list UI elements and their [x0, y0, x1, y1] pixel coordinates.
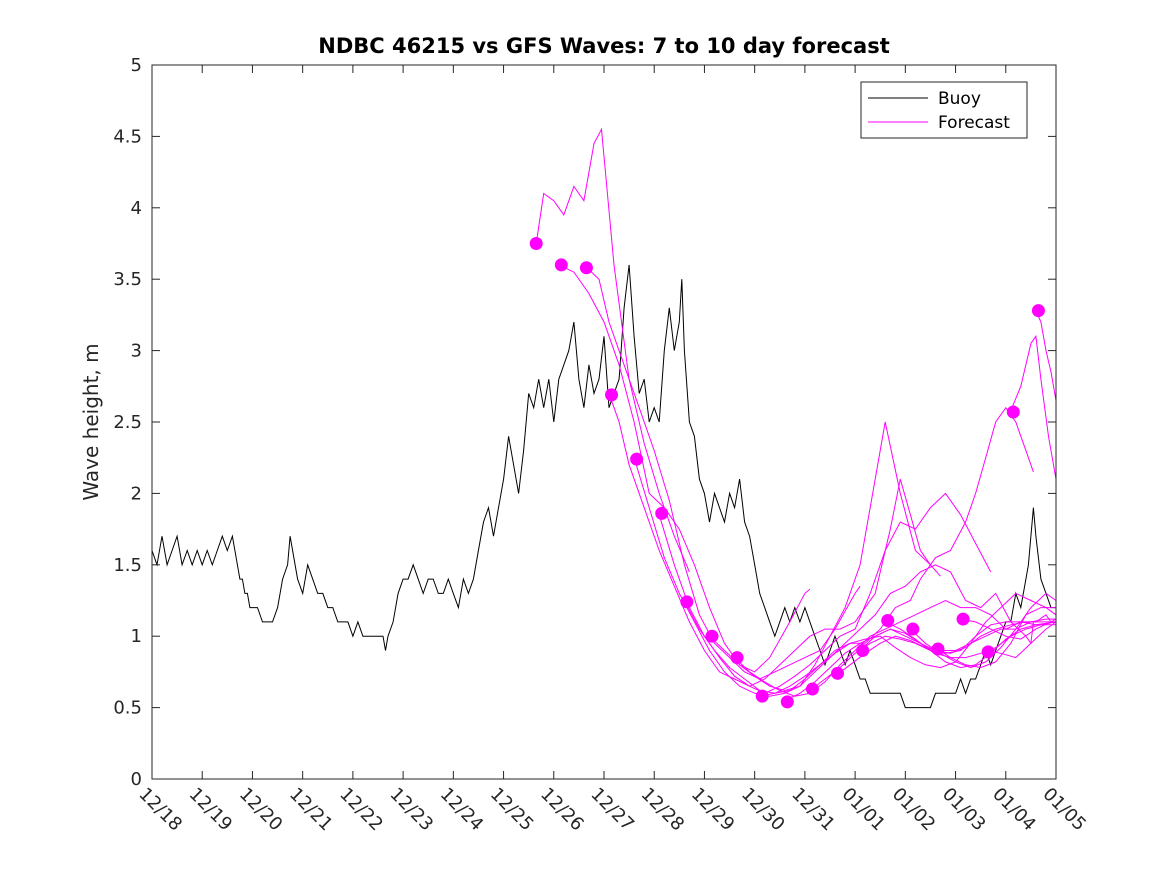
forecast-start-marker: [655, 506, 669, 520]
y-tick-label: 1: [131, 626, 142, 647]
forecast-start-marker: [856, 643, 870, 657]
y-tick-label: 2.5: [113, 412, 142, 433]
forecast-line-1: [535, 127, 690, 573]
forecast-line-10: [759, 592, 1056, 697]
x-tick-label: 12/23: [386, 784, 438, 836]
forecast-start-marker: [981, 645, 995, 659]
forecast-line-18: [960, 618, 1056, 640]
y-axis-label: Wave height, m: [79, 343, 103, 500]
forecast-line-4: [608, 393, 931, 687]
x-tick-label: 12/31: [787, 784, 839, 836]
forecast-start-marker: [529, 237, 543, 250]
forecast-line-5: [633, 421, 941, 697]
forecast-line-17: [935, 607, 1056, 669]
forecast-line-14: [859, 621, 1056, 659]
forecast-line-19: [985, 621, 1056, 659]
forecast-start-marker: [579, 261, 593, 275]
x-tick-label: 01/02: [888, 784, 940, 836]
forecast-start-marker: [906, 622, 920, 636]
y-tick-label: 4.5: [113, 126, 142, 147]
x-tick-label: 12/29: [687, 784, 739, 836]
chart-title: NDBC 46215 vs GFS Waves: 7 to 10 day for…: [318, 34, 889, 58]
forecast-start-marker: [554, 258, 568, 272]
y-tick-label: 0.5: [113, 698, 142, 719]
x-tick-label: 01/01: [838, 784, 890, 836]
x-tick-label: 12/22: [335, 784, 387, 836]
forecast-start-marker: [780, 695, 794, 709]
forecast-line-8: [709, 564, 1034, 692]
buoy-line: [152, 264, 1056, 709]
y-tick-label: 0: [131, 769, 142, 790]
y-axis: 0 0.5 1 1.5 2 2.5 3 3.5 4 4.5 5: [113, 55, 1056, 790]
forecast-start-marker: [1006, 405, 1020, 419]
y-tick-label: 5: [131, 55, 142, 76]
legend-buoy-label: Buoy: [938, 89, 981, 109]
forecast-start-marker: [831, 666, 845, 680]
forecast-start-marker: [956, 612, 970, 626]
forecast-start-marker: [730, 651, 744, 665]
legend: Buoy Forecast: [860, 81, 1028, 139]
y-tick-label: 3: [131, 341, 142, 362]
x-tick-label: 12/24: [436, 784, 488, 836]
x-tick-label: 12/20: [235, 784, 287, 836]
forecast-start-marker: [705, 629, 719, 643]
forecast-line-3: [583, 264, 861, 680]
axes-box: [151, 64, 1057, 780]
y-tick-label: 2: [131, 483, 142, 504]
forecast-line-21: [1035, 310, 1056, 401]
forecast-start-marker: [605, 388, 619, 402]
forecast-start-marker: [931, 642, 945, 656]
forecast-start-marker: [630, 452, 644, 466]
forecast-start-marker: [1031, 304, 1045, 318]
x-tick-label: 12/18: [134, 784, 186, 836]
y-tick-label: 1.5: [113, 555, 142, 576]
forecast-start-marker: [805, 682, 819, 696]
x-axis: 12/1812/1912/2012/2112/2212/2312/2412/25…: [134, 65, 1090, 835]
y-tick-label: 3.5: [113, 269, 142, 290]
x-tick-label: 12/28: [637, 784, 689, 836]
x-tick-label: 12/25: [486, 784, 538, 836]
plot-markers: [529, 237, 1045, 709]
x-tick-label: 12/26: [536, 784, 588, 836]
x-tick-label: 12/21: [285, 784, 337, 836]
legend-forecast-label: Forecast: [938, 113, 1010, 133]
forecast-line-2: [558, 264, 811, 673]
x-tick-label: 01/04: [988, 784, 1040, 836]
x-tick-label: 12/19: [185, 784, 237, 836]
forecast-start-marker: [680, 595, 694, 609]
legend-box: [860, 81, 1028, 139]
forecast-start-marker: [755, 689, 769, 703]
forecast-line-7: [683, 406, 1034, 694]
forecast-line-9: [734, 599, 1052, 697]
forecast-line-20: [1010, 334, 1056, 480]
forecast-start-marker: [881, 613, 895, 627]
x-tick-label: 12/30: [737, 784, 789, 836]
x-tick-label: 01/03: [938, 784, 990, 836]
x-tick-label: 12/27: [586, 784, 638, 836]
x-tick-label: 01/05: [1038, 784, 1090, 836]
plot-lines: [152, 127, 1056, 709]
forecast-line-13: [834, 618, 1056, 677]
y-tick-label: 4: [131, 198, 142, 219]
